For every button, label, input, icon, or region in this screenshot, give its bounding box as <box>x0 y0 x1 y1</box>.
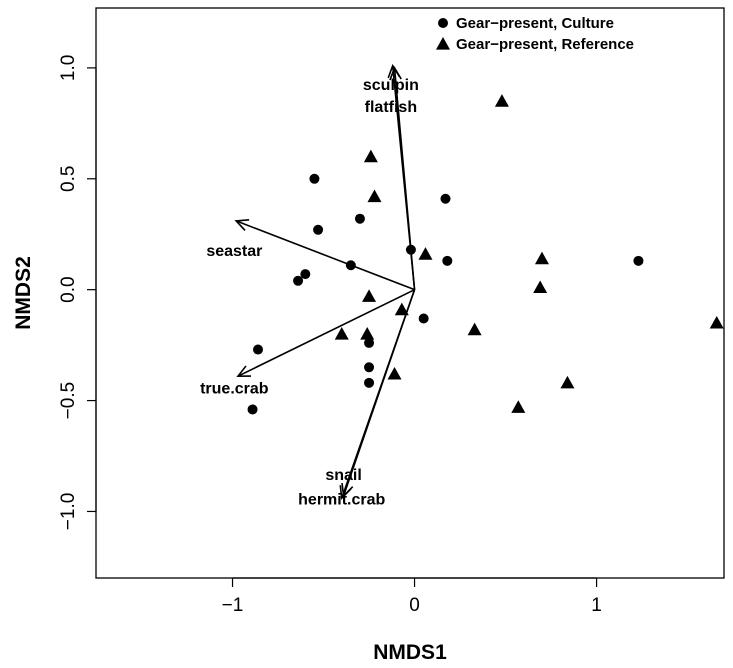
culture-point <box>354 213 365 224</box>
vector-label: sculpin <box>363 77 419 94</box>
culture-point <box>345 260 356 271</box>
vector-arrow <box>237 288 415 377</box>
culture-point <box>364 337 375 348</box>
y-tick-label: 0.5 <box>58 166 79 192</box>
culture-point <box>247 404 258 415</box>
environmental-vectors: sculpin flatfish seastar true.crab snail herm… <box>200 63 419 509</box>
legend-label: Gear−present, Culture <box>456 15 614 32</box>
culture-point <box>418 313 429 324</box>
culture-point <box>313 224 324 235</box>
y-tick-label: −1.0 <box>58 493 79 531</box>
culture-point <box>293 275 304 286</box>
culture-point <box>364 377 375 388</box>
reference-point <box>560 375 575 389</box>
reference-point <box>511 400 526 413</box>
culture-point <box>300 269 311 280</box>
reference-point <box>367 189 382 203</box>
reference-point <box>534 251 549 265</box>
culture-point <box>253 344 264 355</box>
y-tick-label: 0.0 <box>58 276 79 302</box>
vector-arrow <box>340 289 416 499</box>
y-axis-title: NMDS2 <box>12 256 35 330</box>
legend-label: Gear−present, Reference <box>456 36 634 53</box>
culture-point <box>440 193 451 204</box>
legend-triangle-marker <box>436 37 450 50</box>
x-axis-title: NMDS1 <box>373 641 447 664</box>
reference-point <box>363 149 378 163</box>
vector-label: seastar <box>206 243 262 260</box>
culture-point <box>309 173 320 184</box>
axes: −1 0 1 −1.0 −0.5 0.0 0.5 1.0 <box>58 55 602 616</box>
reference-point <box>360 327 375 340</box>
vector-arrowhead <box>236 365 251 377</box>
x-tick-label: 1 <box>591 595 602 616</box>
reference-point <box>494 94 509 107</box>
vector-label: snail <box>325 467 361 484</box>
reference-point <box>533 280 548 294</box>
culture-point <box>633 255 644 266</box>
vector-label: hermit.crab <box>298 492 385 509</box>
reference-point <box>394 302 409 316</box>
legend-circle-marker <box>438 18 448 28</box>
culture-point <box>442 255 453 266</box>
culture-point <box>364 362 375 373</box>
x-tick-label: −1 <box>222 595 244 616</box>
vector-arrow <box>235 220 415 291</box>
vector-arrowhead <box>389 66 402 81</box>
legend: Gear−present, Culture Gear−present, Refer… <box>436 15 634 53</box>
data-points <box>247 94 724 415</box>
reference-point <box>709 315 724 329</box>
vector-arrowhead <box>234 219 250 231</box>
x-tick-label: 0 <box>409 595 420 616</box>
vector-label: true.crab <box>200 381 269 398</box>
reference-point <box>334 327 349 340</box>
culture-point <box>405 244 416 255</box>
reference-point <box>362 289 377 302</box>
reference-point <box>387 366 402 380</box>
vector-arrowhead <box>339 485 352 500</box>
reference-point <box>467 322 482 336</box>
reference-point <box>418 247 433 260</box>
y-tick-label: 1.0 <box>58 55 79 81</box>
vector-label: flatfish <box>365 99 417 116</box>
y-tick-label: −0.5 <box>58 382 79 420</box>
